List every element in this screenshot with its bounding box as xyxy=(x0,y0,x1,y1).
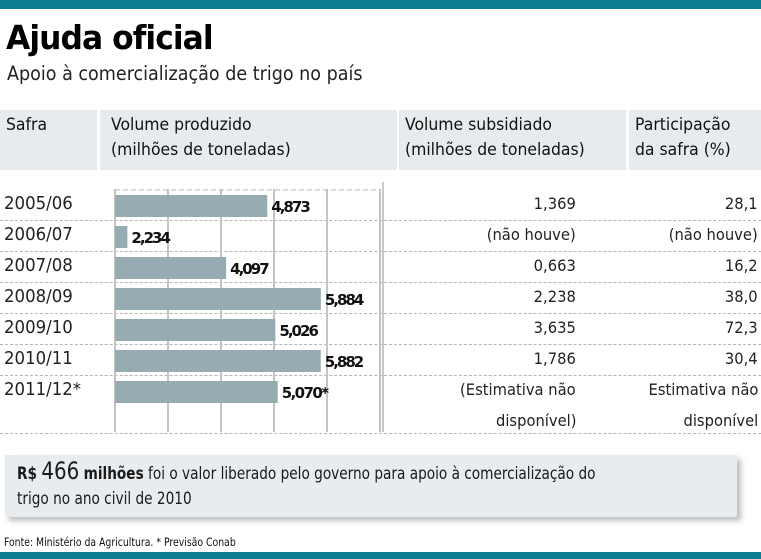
callout-text-line2: trigo no ano civil de 2010 xyxy=(17,489,192,508)
row-participacao: (não houve) xyxy=(669,225,758,244)
bar-value-label: 5,070* xyxy=(282,384,330,402)
row-safra-label: 2005/06 xyxy=(4,193,73,214)
page-title: Ajuda oficial xyxy=(6,18,214,57)
row-participacao: 16,2 xyxy=(725,256,758,275)
bottom-accent-bar xyxy=(0,552,761,559)
callout-unit: milhões xyxy=(83,464,144,483)
source-note: Fonte: Ministério da Agricultura. * Prev… xyxy=(4,535,236,549)
header-volume-subsidiado: Volume subsidiado (milhões de toneladas) xyxy=(399,110,626,170)
header-safra-label: Safra xyxy=(6,115,48,135)
page-subtitle: Apoio à comercialização de trigo no país xyxy=(7,62,363,85)
bar xyxy=(115,288,321,310)
callout-amount: 466 xyxy=(41,457,80,485)
bar-value-label: 4,873 xyxy=(271,198,311,216)
bar-value-label: 5,026 xyxy=(279,322,319,340)
column-separator xyxy=(382,182,384,432)
header-participacao-line2: da safra (%) xyxy=(635,140,731,160)
row-volume-subsidiado: 2,238 xyxy=(533,287,576,306)
bar-value-label: 5,884 xyxy=(325,291,365,309)
top-accent-bar xyxy=(0,0,761,9)
row-participacao: Estimativa não xyxy=(648,380,758,399)
callout-text-line1: foi o valor liberado pelo governo para a… xyxy=(143,464,596,483)
row-divider xyxy=(0,433,761,434)
bar xyxy=(115,319,276,341)
bar-value-label: 4,097 xyxy=(230,260,269,278)
bar-value-label: 2,234 xyxy=(131,229,171,247)
bar xyxy=(115,257,227,279)
header-volume-produzido-line1: Volume produzido xyxy=(111,115,252,135)
callout-prefix: R$ xyxy=(17,464,38,483)
row-volume-subsidiado: 0,663 xyxy=(533,256,576,275)
bar xyxy=(115,350,321,372)
header-volume-subsidiado-line2: (milhões de toneladas) xyxy=(405,140,585,160)
row-safra-label: 2006/07 xyxy=(4,224,73,245)
row-safra-label: 2008/09 xyxy=(4,286,73,307)
bar xyxy=(115,226,128,248)
header-volume-produzido-line2: (milhões de toneladas) xyxy=(111,140,291,160)
row-volume-subsidiado: 3,635 xyxy=(533,318,576,337)
row-volume-subsidiado: 1,786 xyxy=(533,349,576,368)
callout-box: R$ 466 milhões foi o valor liberado pelo… xyxy=(5,455,737,517)
row-participacao: 38,0 xyxy=(725,287,758,306)
row-participacao: disponível xyxy=(683,411,758,430)
header-volume-produzido: Volume produzido (milhões de toneladas) xyxy=(100,110,397,170)
row-safra-label: 2009/10 xyxy=(4,317,73,338)
row-volume-subsidiado: (não houve) xyxy=(487,225,576,244)
volume-produzido-bar-chart: 4,873 2,234 4,097 5,884 5,026 5,882 5,070* xyxy=(114,189,381,432)
header-participacao-line1: Participação xyxy=(635,115,731,135)
row-safra-label: 2011/12* xyxy=(4,379,82,400)
row-volume-subsidiado: disponível) xyxy=(495,411,576,430)
header-participacao: Participação da safra (%) xyxy=(629,110,761,170)
header-safra: Safra xyxy=(0,110,97,170)
row-safra-label: 2007/08 xyxy=(4,255,73,276)
row-participacao: 30,4 xyxy=(725,349,758,368)
row-volume-subsidiado: 1,369 xyxy=(533,194,576,213)
header-volume-subsidiado-line1: Volume subsidiado xyxy=(405,115,552,135)
row-safra-label: 2010/11 xyxy=(4,348,73,369)
row-participacao: 28,1 xyxy=(725,194,758,213)
bar xyxy=(115,195,268,217)
row-volume-subsidiado: (Estimativa não xyxy=(460,380,576,399)
row-participacao: 72,3 xyxy=(725,318,758,337)
bar xyxy=(115,381,278,403)
bar-value-label: 5,882 xyxy=(325,353,365,371)
